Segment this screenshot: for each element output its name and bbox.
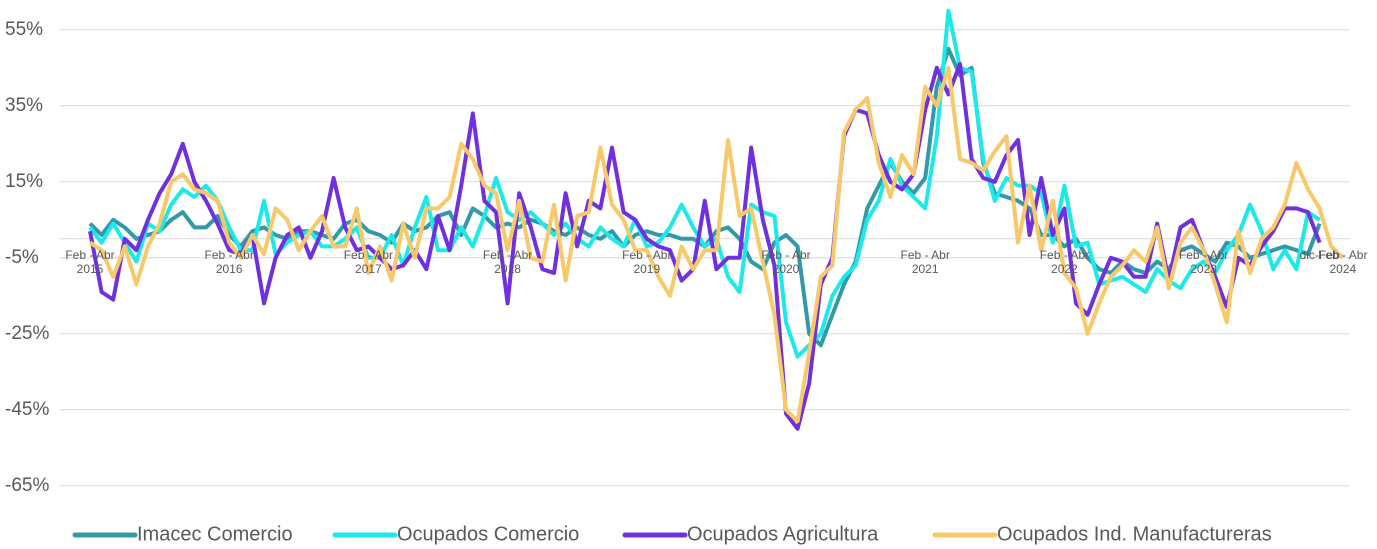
y-tick-label: 55% — [5, 19, 43, 40]
x-tick-label: Feb - Abr 2016 — [204, 247, 254, 276]
x-tick-label: Feb - Abr 2019 — [622, 247, 672, 276]
x-tick-label: Feb - Abr 2018 — [482, 247, 533, 276]
y-tick-label: -65% — [5, 475, 49, 496]
x-tick-label: Feb - Abr 2017 — [343, 247, 394, 276]
y-tick-label: 35% — [5, 95, 43, 116]
x-tick-label: Feb - Abr 2023 — [1178, 247, 1229, 276]
series-line — [88, 8, 1321, 359]
x-tick-label: Feb - Abr 2022 — [1039, 247, 1090, 276]
x-tick-label: Feb - Abr 2020 — [761, 247, 811, 276]
y-tick-label: -45% — [5, 399, 49, 420]
legend-label: Imacec Comercio — [137, 523, 293, 545]
legend-label: Ocupados Agricultura — [687, 523, 879, 545]
legend-label: Ocupados Comercio — [397, 523, 579, 545]
y-tick-label: -25% — [5, 323, 49, 344]
x-tick-label: Feb - Abr 2021 — [900, 247, 950, 276]
series-line — [88, 65, 1345, 424]
series-line — [88, 62, 1322, 431]
legend-label: Ocupados Ind. Manufactureras — [997, 523, 1272, 545]
series-line — [88, 46, 1322, 348]
x-tick-label: Feb - Abr 2015 — [65, 247, 115, 276]
x-tick-label: Feb - Abr 2024 — [1318, 247, 1368, 276]
y-tick-label: -5% — [5, 247, 39, 268]
x-tick-label: dic-Feb — [1299, 247, 1340, 262]
y-tick-label: 15% — [5, 171, 43, 192]
